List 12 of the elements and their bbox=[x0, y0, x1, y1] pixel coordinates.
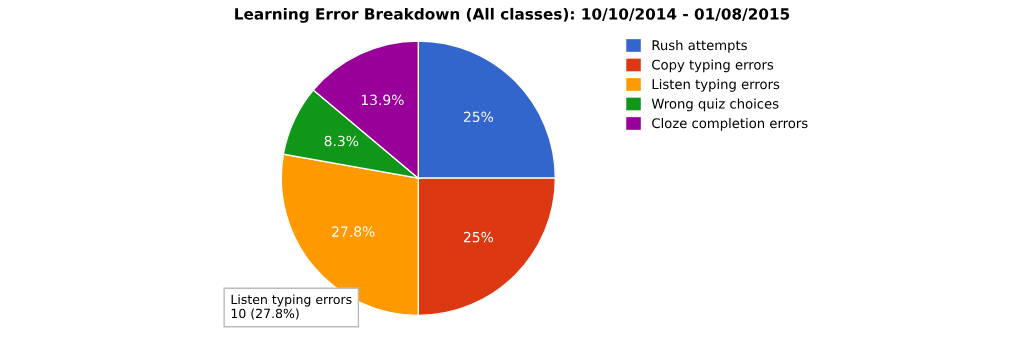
data-label: 25% bbox=[463, 231, 494, 243]
legend-label: Copy typing errors bbox=[652, 59, 774, 73]
legend-label: Cloze completion errors bbox=[652, 117, 808, 131]
data-label: 13.9% bbox=[361, 94, 404, 106]
data-label: 27.8% bbox=[332, 226, 375, 237]
chart-title: Learning Error Breakdown (All classes): 10/10/2014 - 01/08/2015 bbox=[235, 7, 790, 23]
legend-label: Listen typing errors bbox=[652, 78, 780, 92]
data-label: 25% bbox=[463, 111, 494, 123]
legend-label: Rush attempts bbox=[652, 39, 747, 53]
text: Listen typing errors 10 (27.8%) bbox=[231, 294, 352, 320]
data-label: 8.3% bbox=[324, 135, 359, 147]
legend-label: Wrong quiz choices bbox=[651, 98, 779, 112]
